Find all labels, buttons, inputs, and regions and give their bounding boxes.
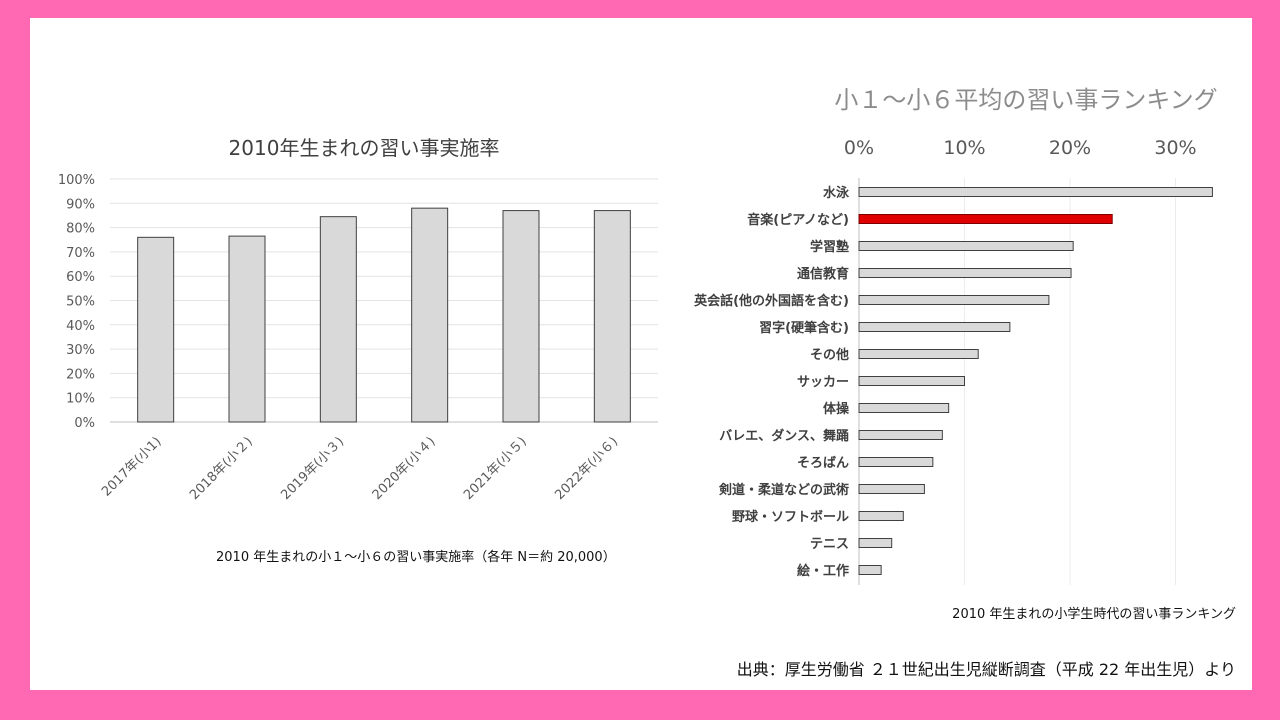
left-ytick-label: 20% xyxy=(66,367,95,382)
right-xtick-label: 0% xyxy=(844,137,874,159)
slide: 2010年生まれの習い事実施率 0% 10% 20% 30% 40% 50% 60% 70% 8… xyxy=(30,18,1252,690)
right-xtick-label: 20% xyxy=(1049,137,1091,159)
right-category-label: 野球・ソフトボール xyxy=(732,509,849,525)
left-bar xyxy=(319,216,357,423)
right-category-label: その他 xyxy=(810,347,849,363)
left-chart-caption: 2010 年生まれの小１〜小６の習い事実施率（各年 N＝約 20,000） xyxy=(216,550,616,565)
right-category-label: 学習塾 xyxy=(810,239,849,255)
right-bar xyxy=(858,376,965,386)
right-category-label: 剣道・柔道などの武術 xyxy=(718,482,849,498)
right-xtick-label: 10% xyxy=(943,137,985,159)
left-ytick-label: 40% xyxy=(66,319,95,334)
left-ytick-label: 30% xyxy=(66,343,95,358)
left-xtick-label: 2019年(小３) xyxy=(278,434,347,503)
right-category-label: 通信教育 xyxy=(797,266,849,282)
right-bar xyxy=(858,565,882,575)
right-category-label: 英会話(他の外国語を含む) xyxy=(693,293,849,309)
right-bar-highlight xyxy=(858,214,1113,224)
left-ytick-label: 60% xyxy=(66,270,95,285)
right-category-label: 習字(硬筆含む) xyxy=(759,320,849,336)
right-bar xyxy=(858,268,1072,278)
left-xtick-label: 2020年(小４) xyxy=(370,434,439,503)
right-category-label: バレエ、ダンス、舞踊 xyxy=(719,428,849,444)
left-chart-title: 2010年生まれの習い事実施率 xyxy=(229,136,500,160)
right-category-label: 音楽(ピアノなど) xyxy=(747,212,849,228)
right-category-label: そろばん xyxy=(797,456,849,471)
left-ytick-label: 10% xyxy=(66,392,95,407)
right-bar xyxy=(858,241,1074,251)
right-bar xyxy=(858,403,950,413)
right-chart-title: 小１〜小６平均の習い事ランキング xyxy=(834,86,1217,114)
left-ytick-label: 70% xyxy=(66,246,95,261)
right-category-label: サッカー xyxy=(797,375,849,390)
right-category-label: 水泳 xyxy=(823,185,850,201)
left-ytick-label: 80% xyxy=(66,222,95,237)
left-ytick-label: 50% xyxy=(66,295,95,310)
left-bar xyxy=(228,235,266,423)
left-xtick-label: 2021年(小５) xyxy=(461,434,530,503)
left-chart: 2010年生まれの習い事実施率 0% 10% 20% 30% 40% 50% 60% 70% 8… xyxy=(58,136,658,503)
left-bar xyxy=(502,210,540,423)
right-bar xyxy=(858,187,1213,197)
right-bar xyxy=(858,484,925,494)
right-bar xyxy=(858,511,904,521)
right-bar xyxy=(858,457,934,467)
left-xtick-label: 2022年(小６) xyxy=(552,434,621,503)
left-xtick-label: 2017年(小1) xyxy=(99,434,164,499)
left-ytick-label: 0% xyxy=(74,416,95,431)
right-category-label: 体操 xyxy=(823,401,849,417)
left-xtick-label: 2018年(小２) xyxy=(187,434,256,503)
right-bar xyxy=(858,322,1011,332)
right-bar xyxy=(858,295,1050,305)
left-ytick-label: 90% xyxy=(66,197,95,212)
left-bar xyxy=(593,210,631,423)
right-bar xyxy=(858,349,979,359)
right-bar xyxy=(858,538,893,548)
right-category-label: テニス xyxy=(810,537,849,552)
left-ytick-label: 100% xyxy=(58,173,95,188)
right-chart: 小１〜小６平均の習い事ランキング 0% 10% 20% 30% 水泳音楽(ピアノなど)… xyxy=(693,86,1218,585)
right-bar xyxy=(858,430,943,440)
source-note: 出典：厚生労働省 ２１世紀出生児縦断調査（平成 22 年出生児）より xyxy=(736,660,1236,679)
right-category-label: 絵・工作 xyxy=(797,563,849,579)
right-xtick-label: 30% xyxy=(1154,137,1196,159)
left-bar xyxy=(411,207,449,423)
right-chart-caption: 2010 年生まれの小学生時代の習い事ランキング xyxy=(952,607,1236,622)
left-bar xyxy=(137,236,175,423)
